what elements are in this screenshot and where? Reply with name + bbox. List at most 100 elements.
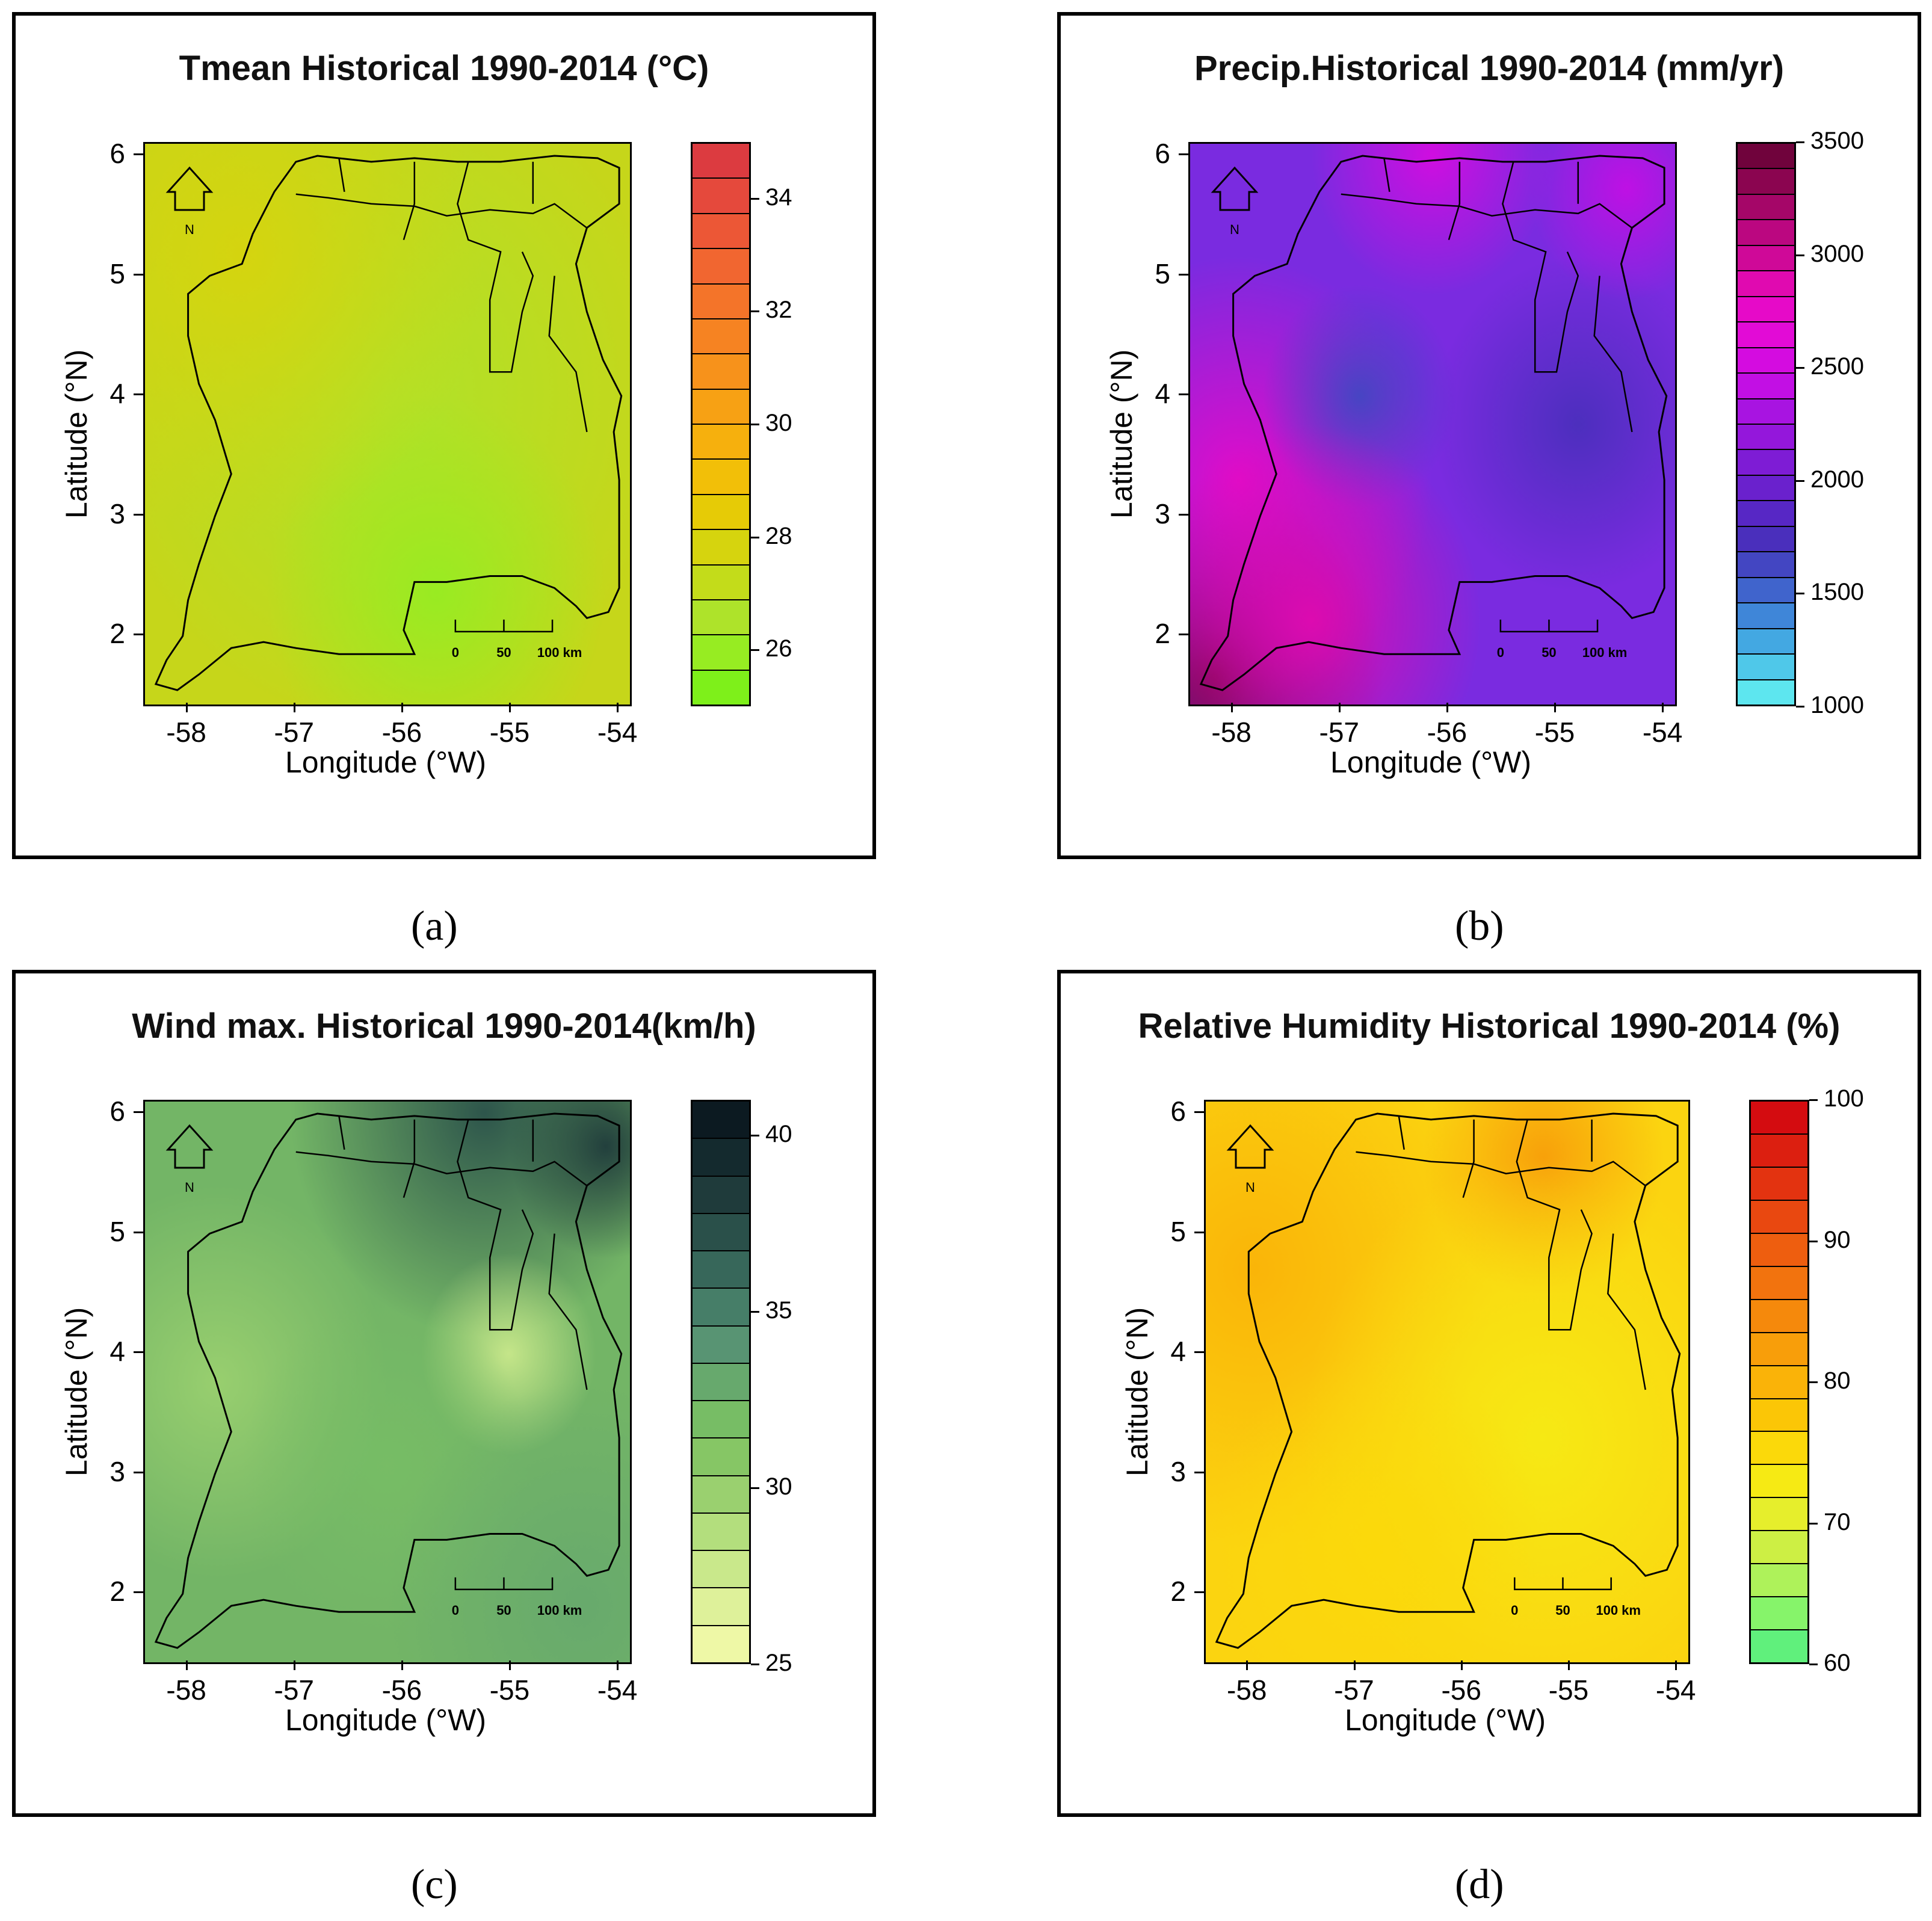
y-tick bbox=[1194, 1231, 1204, 1233]
colorbar-band bbox=[1738, 321, 1794, 347]
district-boundary bbox=[1341, 193, 1633, 229]
colorbar-band bbox=[693, 1362, 749, 1401]
colorbar-band bbox=[1738, 219, 1794, 245]
district-boundary bbox=[1462, 1119, 1475, 1198]
colorbar-band bbox=[1751, 1398, 1807, 1431]
y-tick bbox=[134, 393, 143, 396]
y-tick bbox=[134, 273, 143, 276]
x-tick bbox=[617, 703, 619, 712]
colorbar-band bbox=[693, 1512, 749, 1550]
x-tick bbox=[1446, 703, 1448, 712]
x-axis-label: Longitude (°W) bbox=[285, 745, 487, 779]
x-axis-label: Longitude (°W) bbox=[285, 1703, 487, 1737]
colorbar-band bbox=[693, 529, 749, 564]
panel-c-title: Wind max. Historical 1990-2014(km/h) bbox=[132, 1007, 756, 1046]
x-tick bbox=[1675, 1660, 1677, 1670]
colorbar-band bbox=[693, 353, 749, 389]
colorbar-band bbox=[693, 1175, 749, 1213]
north-label: N bbox=[1230, 222, 1239, 237]
panel-b-caption: (b) bbox=[1455, 903, 1504, 949]
colorbar-band bbox=[1738, 295, 1794, 322]
y-tick-label: 3 bbox=[110, 498, 125, 529]
y-tick-label: 4 bbox=[110, 378, 125, 410]
panel-b: Precip.Historical 1990-2014 (mm/yr) N 0 50… bbox=[1057, 12, 1921, 859]
colorbar-tick-label: 26 bbox=[765, 635, 792, 662]
panel-d: Relative Humidity Historical 1990-2014 (… bbox=[1057, 970, 1921, 1817]
y-tick bbox=[1194, 1111, 1204, 1113]
y-tick-label: 6 bbox=[1170, 1095, 1186, 1127]
scale-bar-label: 0 bbox=[1497, 645, 1504, 660]
y-tick bbox=[1194, 1471, 1204, 1473]
district-boundary bbox=[1516, 1119, 1593, 1331]
colorbar-tick-label: 1500 bbox=[1810, 579, 1864, 606]
colorbar-band bbox=[693, 1102, 749, 1138]
colorbar-tick bbox=[1796, 367, 1804, 369]
colorbar-band bbox=[1751, 1629, 1807, 1662]
colorbar-band bbox=[693, 318, 749, 354]
colorbar-band bbox=[1738, 653, 1794, 679]
colorbar-tick bbox=[1809, 1664, 1818, 1665]
colorbar-tick bbox=[1809, 1099, 1818, 1101]
colorbar-band bbox=[1738, 193, 1794, 220]
colorbar-tick-label: 28 bbox=[765, 522, 792, 549]
x-tick bbox=[1554, 703, 1556, 712]
colorbar-tick bbox=[1796, 706, 1804, 708]
district-boundary bbox=[1398, 1115, 1405, 1150]
colorbar-tick bbox=[1796, 254, 1804, 256]
x-tick-label: -55 bbox=[489, 717, 530, 748]
north-arrow-icon bbox=[165, 166, 214, 211]
country-outline bbox=[1199, 155, 1668, 691]
district-boundary bbox=[1607, 1233, 1646, 1390]
x-tick-label: -58 bbox=[166, 717, 206, 748]
colorbar-tick bbox=[1796, 479, 1804, 482]
colorbar-band bbox=[693, 177, 749, 213]
colorbar-band bbox=[1738, 525, 1794, 552]
panel-a-caption: (a) bbox=[411, 903, 458, 949]
colorbar-tick bbox=[751, 1134, 759, 1136]
colorbar-tick-label: 32 bbox=[765, 297, 792, 324]
x-tick-label: -54 bbox=[597, 1674, 638, 1706]
colorbar-band bbox=[1751, 1497, 1807, 1531]
y-tick bbox=[1179, 634, 1188, 636]
district-boundary bbox=[1448, 161, 1461, 241]
y-tick-label: 4 bbox=[110, 1336, 125, 1368]
colorbar-tick-label: 2500 bbox=[1810, 353, 1864, 380]
y-tick-label: 5 bbox=[1170, 1215, 1186, 1247]
y-tick bbox=[1179, 513, 1188, 516]
x-tick-label: -57 bbox=[274, 717, 314, 748]
scale-bar-label: 100 km bbox=[1582, 645, 1628, 660]
y-tick bbox=[1194, 1591, 1204, 1594]
colorbar-band bbox=[1751, 1166, 1807, 1200]
colorbar-band bbox=[1738, 474, 1794, 501]
panel-a-colorbar bbox=[691, 142, 751, 706]
x-tick-label: -55 bbox=[1548, 1674, 1589, 1706]
y-tick-label: 4 bbox=[1170, 1336, 1186, 1368]
colorbar-band bbox=[693, 1287, 749, 1325]
y-tick-label: 2 bbox=[1170, 1576, 1186, 1608]
scale-bar-label: 0 bbox=[452, 645, 459, 660]
colorbar-tick-label: 35 bbox=[765, 1297, 792, 1324]
colorbar-band bbox=[1751, 1265, 1807, 1299]
scale-bar bbox=[454, 619, 554, 633]
y-tick-label: 3 bbox=[1155, 498, 1170, 529]
y-tick bbox=[134, 1471, 143, 1473]
colorbar-band bbox=[693, 493, 749, 529]
colorbar-tick bbox=[1809, 1381, 1818, 1383]
x-tick-label: -54 bbox=[597, 717, 638, 748]
colorbar-tick bbox=[751, 649, 759, 652]
colorbar-tick-label: 80 bbox=[1824, 1368, 1851, 1394]
x-tick bbox=[185, 1660, 188, 1670]
colorbar-tick-label: 60 bbox=[1824, 1650, 1851, 1676]
district-boundary bbox=[338, 158, 345, 192]
colorbar-band bbox=[1738, 602, 1794, 628]
district-boundary bbox=[1502, 161, 1579, 373]
district-boundary bbox=[548, 276, 588, 433]
colorbar-tick bbox=[1796, 593, 1804, 595]
y-tick bbox=[134, 513, 143, 516]
x-tick bbox=[1567, 1660, 1570, 1670]
y-tick bbox=[1179, 153, 1188, 155]
y-tick-label: 5 bbox=[1155, 257, 1170, 289]
scale-bar-label: 50 bbox=[1555, 1603, 1570, 1618]
y-tick bbox=[134, 1351, 143, 1354]
x-tick bbox=[401, 1660, 403, 1670]
